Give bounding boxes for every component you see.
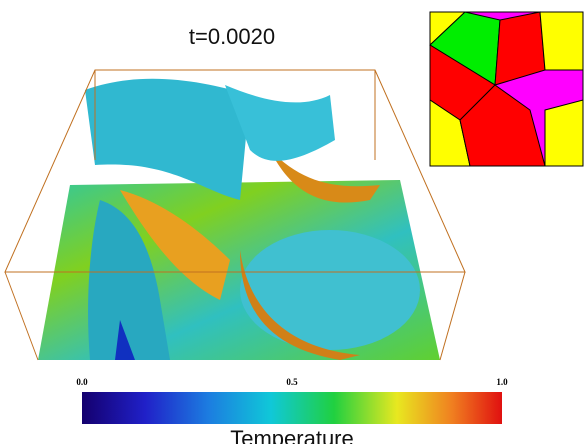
scene-render <box>4 69 466 361</box>
tick-label: 1.0 <box>496 377 508 387</box>
tick-label: 0.0 <box>76 377 88 387</box>
tick-label: 0.5 <box>286 377 298 387</box>
colorbar: 0.0 0.5 1.0 <box>76 377 508 424</box>
colorbar-label: Temperature <box>230 426 354 444</box>
title: t=0.0020 <box>189 24 275 49</box>
colorbar-scale <box>82 392 502 424</box>
mesh-inset <box>429 11 584 167</box>
